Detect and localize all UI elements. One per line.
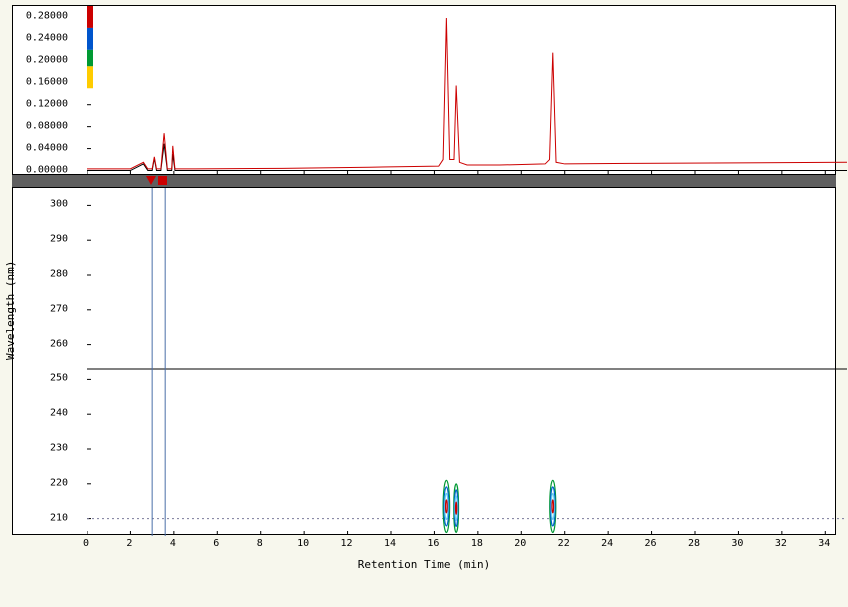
xaxis-label: Retention Time (min) [0, 558, 848, 571]
wavelength-ytick: 270 [50, 303, 68, 314]
chromatogram-ytick: 0.04000 [26, 142, 68, 153]
xaxis-tick: 2 [126, 538, 132, 549]
chromatogram-yaxis-ticks: 0.00000 0.04000 0.08000 0.12000 0.16000 0.200… [14, 5, 70, 175]
chromatogram-ytick: 0.12000 [26, 98, 68, 109]
retention-marker [158, 176, 167, 185]
xaxis-tick: 16 [427, 538, 439, 549]
chromatogram-ytick: 0.00000 [26, 164, 68, 175]
wavelength-panel [12, 187, 836, 535]
wavelength-ytick: 260 [50, 338, 68, 349]
chromatogram-ytick: 0.08000 [26, 120, 68, 131]
wavelength-plot [87, 188, 847, 536]
xaxis-tick: 22 [558, 538, 570, 549]
xaxis-ticks: 0246810121416182022242628303234 [86, 538, 846, 554]
retention-marker [146, 176, 156, 185]
xaxis-tick: 12 [341, 538, 353, 549]
wavelength-ytick: 300 [50, 199, 68, 210]
xaxis-tick: 6 [213, 538, 219, 549]
chromatogram-ytick: 0.20000 [26, 54, 68, 65]
xaxis-tick: 10 [297, 538, 309, 549]
xaxis-tick: 14 [384, 538, 396, 549]
chromatogram-plot [87, 6, 847, 176]
xaxis-tick: 4 [170, 538, 176, 549]
wavelength-ytick: 220 [50, 477, 68, 488]
xaxis-tick: 34 [818, 538, 830, 549]
wavelength-yaxis-ticks: 210 220 230 240 250 260 270 280 290 300 [14, 187, 70, 535]
chromatogram-panel [12, 5, 836, 175]
wavelength-ytick: 250 [50, 373, 68, 384]
chromatogram-ytick: 0.28000 [26, 10, 68, 21]
wavelength-ytick: 240 [50, 408, 68, 419]
panel-divider [12, 175, 836, 187]
chromatogram-ytick: 0.16000 [26, 76, 68, 87]
xaxis-tick: 26 [645, 538, 657, 549]
xaxis-tick: 20 [514, 538, 526, 549]
wavelength-ytick: 290 [50, 234, 68, 245]
xaxis-tick: 0 [83, 538, 89, 549]
xaxis-tick: 28 [688, 538, 700, 549]
xaxis-tick: 24 [601, 538, 613, 549]
xaxis-tick: 8 [257, 538, 263, 549]
xaxis-tick: 18 [471, 538, 483, 549]
wavelength-ytick: 210 [50, 512, 68, 523]
wavelength-ytick: 280 [50, 269, 68, 280]
xaxis-tick: 30 [731, 538, 743, 549]
chromatogram-ytick: 0.24000 [26, 32, 68, 43]
xaxis-tick: 32 [775, 538, 787, 549]
wavelength-ytick: 230 [50, 443, 68, 454]
